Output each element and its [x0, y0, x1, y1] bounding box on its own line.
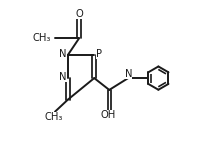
Text: N: N	[59, 49, 67, 59]
Text: CH₃: CH₃	[32, 33, 51, 43]
Text: O: O	[75, 9, 83, 19]
Text: P: P	[96, 49, 102, 59]
Text: N: N	[59, 72, 67, 82]
Text: N: N	[125, 69, 132, 79]
Text: CH₃: CH₃	[45, 111, 63, 122]
Text: OH: OH	[100, 110, 115, 120]
